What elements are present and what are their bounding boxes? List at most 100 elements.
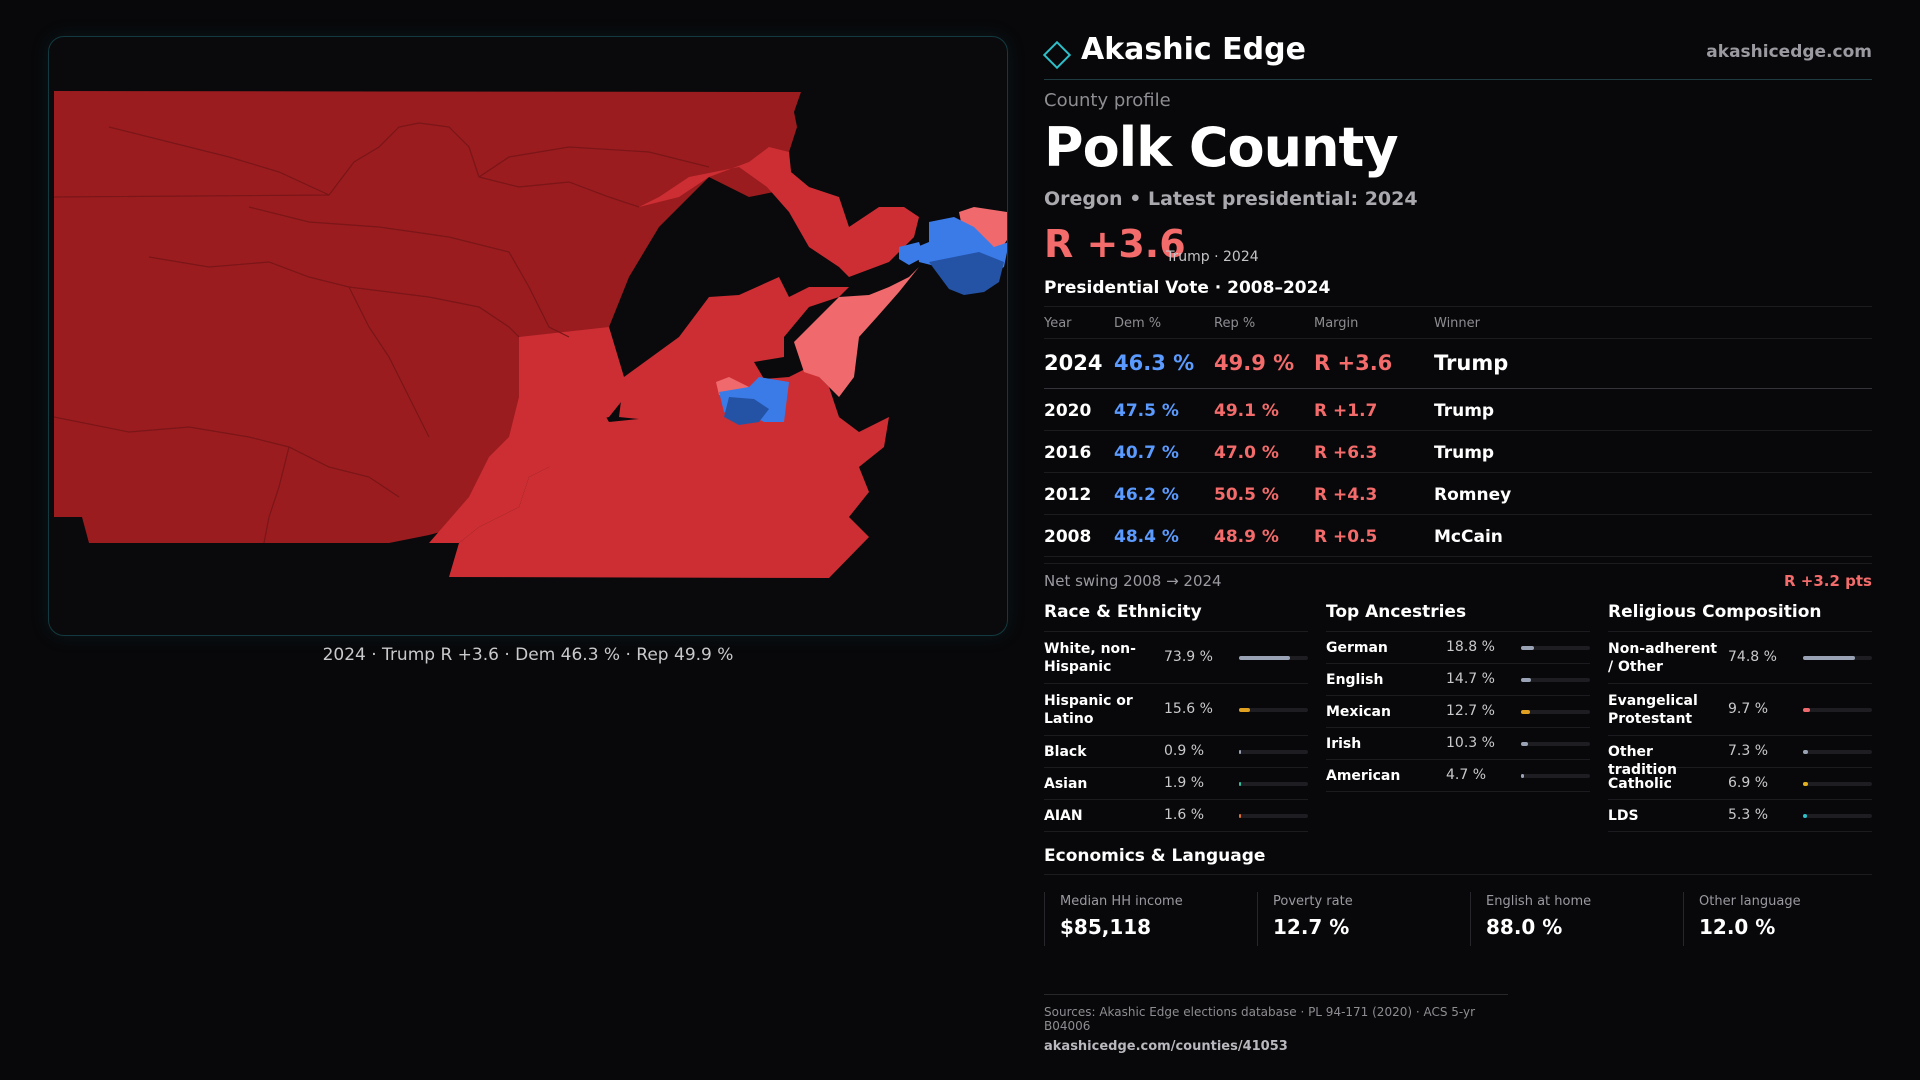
item-bar-fill	[1521, 710, 1530, 714]
religion-title: Religious Composition	[1608, 602, 1872, 632]
table-row: 2020 47.5 % 49.1 % R +1.7 Trump	[1044, 389, 1872, 431]
precinct-line-9	[478, 146, 710, 178]
item-label: Irish	[1326, 736, 1362, 752]
table-row: 2012 46.2 % 50.5 % R +4.3 Romney	[1044, 473, 1872, 515]
header-winner: Winner	[1434, 316, 1481, 331]
header-dem: Dem %	[1114, 316, 1162, 331]
header-year: Year	[1044, 316, 1072, 331]
list-item: Catholic 6.9 %	[1608, 768, 1872, 800]
latest-margin: R +3.6	[1044, 222, 1186, 266]
item-bar-fill	[1803, 656, 1855, 660]
item-bar	[1521, 742, 1590, 746]
brand-url[interactable]: akashicedge.com	[1706, 42, 1872, 62]
race-ethnicity-section: Race & Ethnicity White, non-Hispanic 73.9…	[1044, 602, 1308, 832]
row-year: 2012	[1044, 485, 1092, 505]
item-label: Black	[1044, 744, 1087, 760]
table-row: 2024 46.3 % 49.9 % R +3.6 Trump	[1044, 339, 1872, 389]
item-bar	[1521, 646, 1590, 650]
precinct-west-salem-c[interactable]	[899, 242, 924, 265]
precinct-west[interactable]	[54, 91, 801, 543]
row-dem: 46.2 %	[1114, 485, 1179, 505]
race-title: Race & Ethnicity	[1044, 602, 1308, 632]
item-label: AIAN	[1044, 808, 1083, 824]
item-bar-fill	[1803, 782, 1808, 786]
brand-header: Akashic Edge akashicedge.com	[1042, 30, 1872, 80]
item-bar-fill	[1803, 750, 1809, 754]
row-winner: Trump	[1434, 443, 1495, 463]
precinct-west-salem-b[interactable]	[929, 252, 1004, 295]
item-label: Evangelical Protestant	[1608, 693, 1698, 727]
stat-label: Other language	[1699, 894, 1801, 909]
list-item: Mexican 12.7 %	[1326, 696, 1590, 728]
item-percent: 10.3 %	[1446, 735, 1495, 751]
row-year: 2020	[1044, 401, 1092, 421]
item-bar	[1521, 678, 1590, 682]
ancestry-title: Top Ancestries	[1326, 602, 1590, 632]
precinct-line-8	[108, 126, 330, 196]
item-percent: 4.7 %	[1446, 767, 1487, 783]
precinct-line-7	[263, 446, 290, 544]
vote-table: Year Dem % Rep % Margin Winner 2024 46.3…	[1044, 306, 1872, 557]
item-bar	[1521, 774, 1590, 778]
precinct-dallas-b[interactable]	[724, 397, 769, 425]
list-item: LDS 5.3 %	[1608, 800, 1872, 832]
item-bar-fill	[1239, 708, 1250, 712]
list-item: Hispanic or Latino 15.6 %	[1044, 684, 1308, 736]
sources-footer: Sources: Akashic Edge elections database…	[1044, 994, 1508, 1054]
header-rep: Rep %	[1214, 316, 1256, 331]
county-name: Polk County	[1044, 116, 1399, 179]
item-bar-fill	[1239, 656, 1290, 660]
item-bar-fill	[1239, 814, 1241, 818]
county-permalink[interactable]: akashicedge.com/counties/41053	[1044, 1039, 1288, 1054]
row-rep: 47.0 %	[1214, 443, 1279, 463]
item-percent: 15.6 %	[1164, 701, 1213, 717]
item-percent: 6.9 %	[1728, 775, 1769, 791]
item-bar	[1239, 814, 1308, 818]
item-percent: 7.3 %	[1728, 743, 1769, 759]
item-label: Hispanic or Latino	[1044, 693, 1133, 727]
item-percent: 0.9 %	[1164, 743, 1205, 759]
county-map[interactable]	[48, 36, 1008, 636]
net-swing-label: Net swing 2008 → 2024	[1044, 572, 1222, 590]
item-bar-fill	[1239, 750, 1241, 754]
item-label: American	[1326, 768, 1401, 784]
list-item: American 4.7 %	[1326, 760, 1590, 792]
stat-value: 88.0 %	[1486, 915, 1563, 939]
item-label: English	[1326, 672, 1384, 688]
item-percent: 14.7 %	[1446, 671, 1495, 687]
table-row: 2008 48.4 % 48.9 % R +0.5 McCain	[1044, 515, 1872, 557]
item-bar	[1521, 710, 1590, 714]
item-label: White, non-Hispanic	[1044, 641, 1136, 675]
item-percent: 12.7 %	[1446, 703, 1495, 719]
row-dem: 46.3 %	[1114, 351, 1195, 375]
item-label: German	[1326, 640, 1388, 656]
precinct-river[interactable]	[794, 267, 919, 397]
item-bar-fill	[1803, 814, 1807, 818]
row-rep: 50.5 %	[1214, 485, 1279, 505]
stat-value: 12.7 %	[1273, 915, 1350, 939]
item-bar	[1239, 656, 1308, 660]
list-item: Asian 1.9 %	[1044, 768, 1308, 800]
precinct-southeast[interactable]	[429, 327, 649, 543]
row-rep: 48.9 %	[1214, 527, 1279, 547]
list-item: Non-adherent / Other 74.8 %	[1608, 632, 1872, 684]
stat-card: Median HH income $85,118	[1044, 892, 1257, 946]
row-winner: Romney	[1434, 485, 1512, 505]
row-winner: Trump	[1434, 351, 1509, 375]
item-label: Other tradition	[1608, 744, 1677, 778]
precinct-line-3	[248, 206, 570, 338]
list-item: Black 0.9 %	[1044, 736, 1308, 768]
list-item: Other tradition 7.3 %	[1608, 736, 1872, 778]
stat-card: Other language 12.0 %	[1683, 892, 1896, 946]
item-bar	[1803, 814, 1872, 818]
vote-section-title: Presidential Vote · 2008–2024	[1044, 278, 1331, 298]
item-bar	[1803, 708, 1872, 712]
row-year: 2008	[1044, 527, 1092, 547]
profile-eyebrow: County profile	[1044, 90, 1171, 111]
net-swing-row: Net swing 2008 → 2024 R +3.2 pts	[1044, 563, 1872, 593]
precinct-central-south[interactable]	[449, 147, 919, 578]
item-bar-fill	[1239, 782, 1241, 786]
item-percent: 1.9 %	[1164, 775, 1205, 791]
list-item: AIAN 1.6 %	[1044, 800, 1308, 832]
stat-label: Poverty rate	[1273, 894, 1353, 909]
